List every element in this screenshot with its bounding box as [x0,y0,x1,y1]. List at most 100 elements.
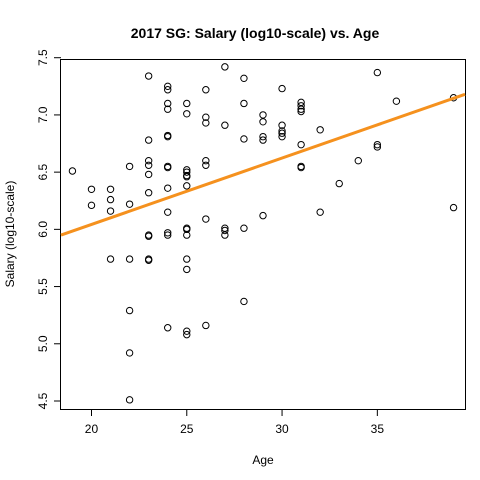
y-tick-label: 7.5 [36,49,50,66]
data-point [144,232,153,240]
data-point [240,135,248,143]
data-point [125,200,134,208]
data-point [259,211,267,220]
data-point [183,255,191,263]
data-point [144,256,153,264]
data-point [164,86,172,94]
data-point [183,327,191,335]
data-point [373,140,382,149]
data-point [316,208,324,216]
x-axis: 20 25 30 35 [85,409,385,436]
data-point [202,215,210,223]
y-tick-label: 7.0 [36,106,50,123]
data-point [183,231,191,239]
data-point [202,161,210,169]
data-point [297,163,305,172]
data-point [278,129,286,137]
data-point [202,119,210,127]
x-tick-label: 35 [371,422,385,436]
data-point [221,231,229,239]
data-point [259,136,267,144]
data-point [259,118,267,126]
data-point [202,321,210,330]
y-tick-label: 4.5 [36,392,50,409]
data-point [68,167,77,175]
data-point [202,86,210,94]
y-axis: 4.5 5.0 5.5 6.0 6.5 7.0 7.5 [36,49,61,409]
y-tick-label: 6.5 [36,163,50,180]
data-point [144,136,153,144]
data-point [164,132,172,141]
data-point [297,105,305,113]
plot-frame [60,59,466,410]
y-tick-label: 5.0 [36,335,50,352]
chart-title: 2017 SG: Salary (log10-scale) vs. Age [131,25,380,41]
data-point [183,99,191,108]
data-point [164,324,172,332]
data-point [373,143,382,151]
data-point [278,121,286,129]
data-point [164,184,172,192]
data-point [183,265,191,274]
data-point [202,113,210,121]
data-point [164,163,172,172]
data-point [183,225,191,234]
data-point [125,162,134,171]
data-point [125,349,134,357]
data-point [259,132,267,141]
data-point [125,306,134,315]
data-point [240,224,248,232]
data-point [144,189,153,197]
trend-line [60,92,466,237]
data-point [259,111,267,119]
data-point [240,74,248,83]
data-point [183,173,191,181]
x-tick-label: 25 [180,422,194,436]
data-point [164,231,172,239]
y-tick-label: 5.5 [36,278,50,295]
data-point [297,107,305,116]
y-axis-title: Salary (log10-scale) [3,181,17,288]
data-point [106,207,115,215]
data-point [144,161,153,169]
data-point [183,182,191,190]
data-point [316,126,324,134]
data-point [373,68,382,77]
data-point [278,132,286,141]
data-point [144,170,153,179]
data-point [144,156,153,165]
data-point [144,72,153,80]
data-point [297,102,305,110]
data-point [125,255,134,263]
data-point [87,185,96,194]
data-point [164,208,172,216]
data-point [449,203,458,212]
data-point [164,82,172,91]
x-tick-label: 30 [275,422,289,436]
data-point [240,99,248,108]
data-point [278,84,286,93]
y-tick-label: 6.0 [36,221,50,238]
data-point [106,185,115,194]
data-point [87,201,96,210]
data-point [106,195,115,204]
data-point [335,179,343,188]
data-points [68,63,458,404]
data-point [297,140,305,149]
data-point [221,63,229,71]
data-point [164,99,172,108]
data-point [278,127,286,135]
data-point [183,330,191,339]
data-point [125,396,134,404]
x-tick-label: 20 [85,422,99,436]
data-point [240,297,248,306]
data-point [106,255,115,263]
data-point [221,226,229,235]
x-axis-title: Age [252,453,274,467]
data-point [202,156,210,165]
data-point [164,105,172,113]
data-point [183,110,191,118]
data-point [221,121,229,129]
